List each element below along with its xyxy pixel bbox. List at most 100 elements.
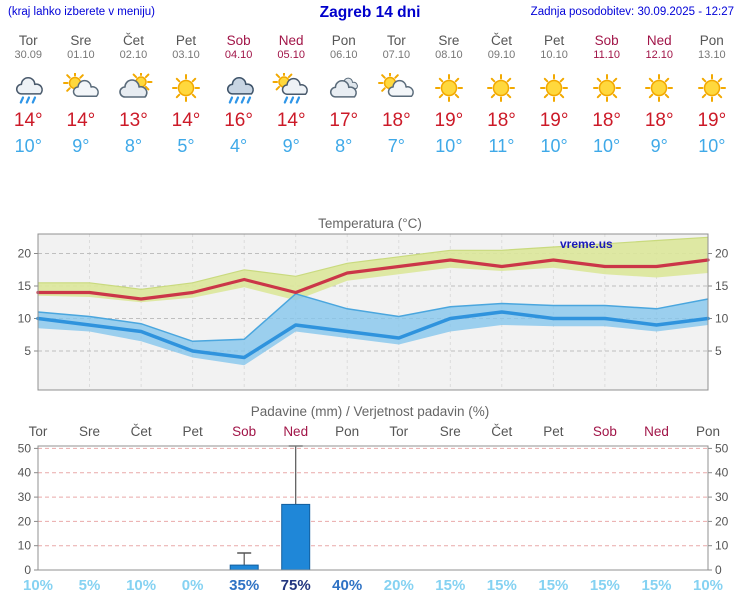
- day-name: Tor: [386, 33, 406, 48]
- svg-text:0: 0: [24, 563, 31, 577]
- precip-probability: 10%: [126, 577, 156, 594]
- day-date: 10.10: [540, 49, 568, 61]
- svg-text:30: 30: [18, 490, 32, 504]
- day-column-06.10[interactable]: Pon 06.10 17° 8°: [317, 33, 370, 160]
- precip-probability: 15%: [538, 577, 568, 594]
- sun-icon: [686, 73, 739, 105]
- svg-text:50: 50: [18, 441, 32, 455]
- day-min-temp: 7°: [387, 136, 405, 156]
- day-date: 01.10: [67, 49, 95, 61]
- day-name: Sob: [594, 33, 619, 48]
- forecast-days-row: Tor 30.09 14° 10° Sre 01.10 14° 9° Čet 02.10 13° 8°…: [0, 33, 740, 160]
- svg-text:50: 50: [715, 441, 729, 455]
- header-bar: (kraj lahko izberete v meniju) Zagreb 14…: [0, 0, 740, 27]
- svg-text:20: 20: [715, 247, 729, 261]
- day-date: 02.10: [119, 49, 148, 61]
- precip-probability: 5%: [79, 577, 101, 594]
- day-column-08.10[interactable]: Sre 08.10 19° 10°: [423, 33, 476, 160]
- day-min-temp: 11°: [488, 136, 515, 156]
- day-column-30.09[interactable]: Tor 30.09 14° 10°: [2, 33, 55, 160]
- day-column-12.10[interactable]: Ned 12.10 18° 9°: [633, 33, 686, 160]
- svg-text:Čet: Čet: [491, 424, 512, 439]
- day-column-10.10[interactable]: Pet 10.10 19° 10°: [528, 33, 581, 160]
- day-column-11.10[interactable]: Sob 11.10 18° 10°: [580, 33, 633, 160]
- day-date: 11.10: [593, 49, 620, 61]
- precipitation-chart: Tor Sre Čet Pet Sob Ned Pon Tor Sre Čet Pet Sob Ned P…: [18, 424, 729, 594]
- day-min-temp: 8°: [124, 136, 143, 156]
- day-date: 08.10: [435, 49, 463, 61]
- day-name: Ned: [278, 33, 304, 48]
- sun-icon: [580, 73, 633, 105]
- day-min-temp: 10°: [540, 136, 568, 156]
- day-min-temp: 10°: [14, 136, 42, 156]
- day-max-temp: 19°: [434, 110, 464, 131]
- svg-text:20: 20: [18, 514, 32, 528]
- svg-text:Pet: Pet: [543, 424, 564, 439]
- cloud-rain-icon: [2, 73, 55, 105]
- day-date: 04.10: [224, 49, 253, 61]
- svg-text:15: 15: [715, 279, 729, 293]
- svg-text:Ned: Ned: [283, 424, 308, 439]
- precip-probability: 35%: [229, 577, 259, 594]
- day-name: Sre: [70, 33, 92, 48]
- watermark: vreme.us: [560, 237, 613, 251]
- day-min-temp: 9°: [282, 136, 300, 156]
- day-column-13.10[interactable]: Pon 13.10 19° 10°: [686, 33, 739, 160]
- day-min-temp: 4°: [229, 136, 248, 156]
- svg-text:Pon: Pon: [696, 424, 720, 439]
- svg-text:10: 10: [715, 312, 729, 326]
- day-column-09.10[interactable]: Čet 09.10 18° 11°: [475, 33, 528, 160]
- day-name: Pet: [543, 33, 565, 48]
- day-name: Sob: [226, 33, 251, 48]
- day-max-temp: 14°: [171, 110, 201, 131]
- day-min-temp: 8°: [335, 136, 353, 156]
- svg-text:Sob: Sob: [593, 424, 617, 439]
- day-date: 06.10: [329, 49, 358, 61]
- day-date: 13.10: [698, 49, 726, 61]
- day-min-temp: 9°: [72, 136, 90, 156]
- svg-text:0: 0: [715, 563, 722, 577]
- day-max-temp: 14°: [276, 110, 306, 131]
- day-name: Čet: [490, 33, 512, 48]
- day-min-temp: 9°: [650, 136, 668, 156]
- svg-text:20: 20: [715, 514, 729, 528]
- day-name: Sre: [438, 33, 460, 48]
- svg-text:Tor: Tor: [29, 424, 48, 439]
- cloud-sun-icon: [107, 70, 160, 105]
- sun-icon: [423, 73, 476, 105]
- svg-text:5: 5: [715, 344, 722, 358]
- cloud-icon: [317, 73, 370, 105]
- day-column-01.10[interactable]: Sre 01.10 14° 9°: [55, 33, 108, 160]
- day-name: Pet: [175, 33, 197, 48]
- svg-text:Pon: Pon: [335, 424, 359, 439]
- day-max-temp: 14°: [66, 110, 96, 131]
- precip-probability: 0%: [182, 577, 204, 594]
- day-min-temp: 10°: [435, 136, 463, 156]
- precip-probability: 15%: [487, 577, 517, 594]
- sun-icon: [633, 73, 686, 105]
- day-column-05.10[interactable]: Ned 05.10 14° 9°: [265, 33, 318, 160]
- day-column-04.10[interactable]: Sob 04.10 16° 4°: [212, 33, 265, 160]
- page-title: Zagreb 14 dni: [319, 4, 421, 21]
- day-name: Pon: [699, 33, 724, 48]
- day-name: Pon: [331, 33, 356, 48]
- day-column-02.10[interactable]: Čet 02.10 13° 8°: [107, 33, 160, 160]
- day-date: 05.10: [277, 49, 305, 61]
- svg-text:Sob: Sob: [232, 424, 256, 439]
- day-max-temp: 17°: [329, 110, 359, 131]
- sun-rain-icon: [265, 70, 318, 105]
- day-date: 30.09: [14, 49, 43, 61]
- svg-text:40: 40: [18, 466, 32, 480]
- precip-probability: 15%: [590, 577, 620, 594]
- precip-probability: 10%: [23, 577, 53, 594]
- day-column-07.10[interactable]: Tor 07.10 18° 7°: [370, 33, 423, 160]
- svg-text:Pet: Pet: [182, 424, 203, 439]
- sun-icon: [528, 73, 581, 105]
- day-date: 07.10: [382, 49, 411, 61]
- svg-text:10: 10: [18, 539, 32, 553]
- day-name: Tor: [18, 33, 38, 48]
- svg-text:10: 10: [715, 539, 729, 553]
- svg-text:40: 40: [715, 466, 729, 480]
- day-min-temp: 10°: [593, 136, 621, 156]
- day-column-03.10[interactable]: Pet 03.10 14° 5°: [160, 33, 213, 160]
